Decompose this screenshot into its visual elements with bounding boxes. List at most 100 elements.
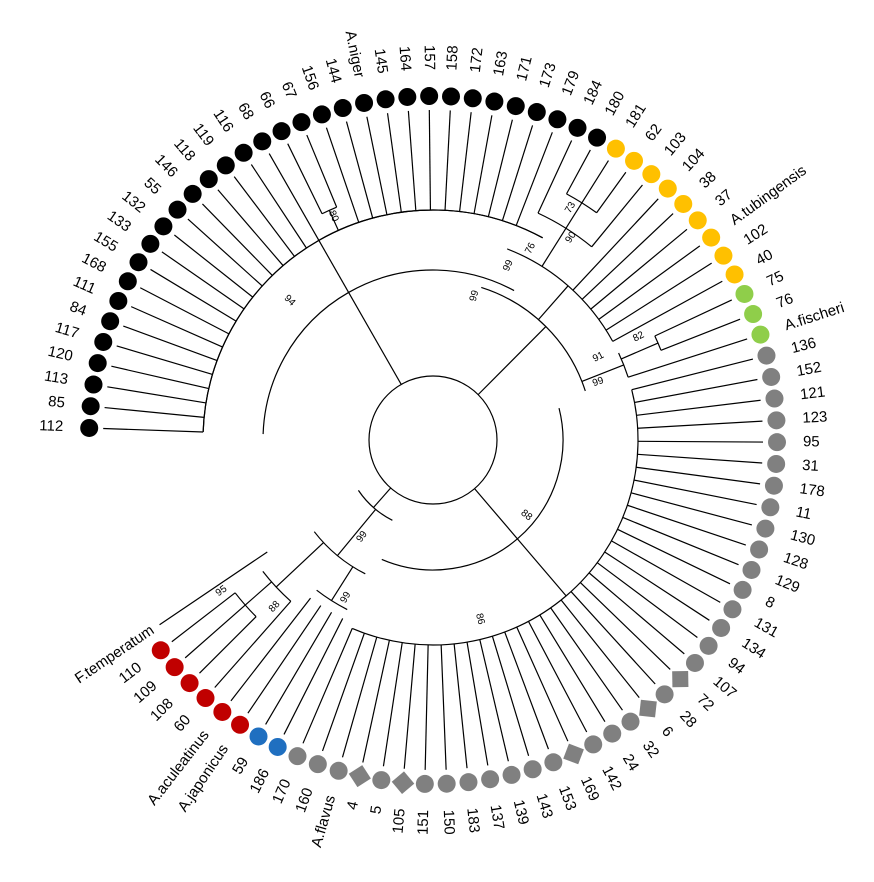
leaf-marker-circle [213, 702, 232, 721]
leaf-marker-circle [88, 354, 107, 373]
leaf-marker-circle [733, 580, 752, 599]
leaf-label-24: 24 [619, 751, 642, 774]
leaf-marker-circle [568, 118, 587, 137]
leaf-marker-circle [761, 498, 780, 517]
leaf-marker-circle [685, 653, 704, 672]
leaf-marker-circle [183, 184, 202, 203]
leaf-marker-circle [118, 272, 137, 291]
leaf-label-131: 131 [751, 614, 781, 641]
leaf-branch-145 [386, 113, 402, 213]
bootstrap-value: 86 [473, 612, 487, 626]
leaf-marker-diamond [639, 699, 657, 718]
leaf-label-118: 118 [170, 135, 198, 164]
leaf-branch-137 [466, 642, 489, 766]
leaf-marker-circle [767, 411, 786, 430]
leaf-marker-circle [584, 735, 603, 754]
leaf-marker-circle [199, 170, 218, 189]
leaf-label-94: 94 [725, 654, 749, 678]
leaf-branch-171 [487, 119, 513, 217]
leaf-label-103: 103 [661, 129, 690, 159]
leaf-label-120: 120 [46, 343, 74, 365]
leaf-marker-circle [723, 600, 742, 619]
leaf-branch-113 [107, 386, 207, 404]
leaf-branch-163 [473, 115, 493, 214]
leaf-marker-circle [481, 770, 500, 789]
leaf-marker-circle [80, 418, 99, 437]
leaf-branch-143 [491, 636, 530, 757]
leaf-branch-62 [596, 171, 627, 214]
leaf-label-121: 121 [799, 383, 826, 403]
leaf-label-116: 116 [210, 106, 237, 135]
leaf-branch-160 [321, 632, 365, 752]
leaf-label-152: 152 [795, 359, 823, 380]
leaf-branch-24 [539, 614, 606, 722]
leaf-branch-136 [631, 358, 754, 391]
leaf-branch-66 [287, 143, 323, 214]
leaf-label-133: 133 [104, 207, 134, 235]
leaf-label-4: 4 [344, 800, 362, 812]
bootstrap-value: 88 [519, 508, 535, 524]
leaf-marker-circle [398, 87, 417, 106]
leaf-marker-circle [606, 139, 625, 158]
leaf-marker-circle [129, 253, 148, 272]
leaf-marker-circle [523, 760, 542, 779]
leaf-branch-129 [622, 516, 739, 566]
gray-clade-arc [381, 407, 564, 571]
bootstrap-value: 73 [563, 200, 578, 216]
leaf-marker-circle [742, 560, 761, 579]
leaf-marker-circle [180, 674, 199, 693]
leaf-label-107: 107 [710, 673, 740, 702]
leaf-label-55: 55 [140, 174, 164, 198]
leaf-marker-circle [459, 773, 478, 792]
bootstrap-value: 76 [523, 241, 538, 256]
leaf-branch-134 [604, 551, 710, 621]
bootstrap-value: 99 [468, 289, 482, 303]
leaf-label-186: 186 [247, 766, 273, 796]
red-clade-stem [275, 542, 324, 588]
tree-branches [103, 110, 763, 770]
niger-pair-stem [328, 210, 339, 231]
fischeri-pair-stem [621, 342, 659, 360]
leaf-label-110: 110 [116, 659, 145, 687]
leaf-branch-121 [636, 399, 761, 416]
leaf-marker-circle [234, 143, 253, 162]
leaf-marker-circle [94, 332, 113, 351]
leaf-label-84: 84 [67, 298, 89, 320]
leaf-branch-180 [565, 149, 591, 195]
leaf-label-37: 37 [712, 186, 736, 210]
leaf-marker-circle [767, 433, 786, 452]
leaf-marker-circle [308, 755, 327, 774]
leaf-branch-108 [199, 616, 257, 674]
leaf-label-145: 145 [371, 47, 391, 74]
leaf-branch-170 [302, 628, 353, 744]
leaf-label-170: 170 [269, 777, 294, 807]
leaf-label-180: 180 [601, 88, 628, 118]
leaf-branch-150 [440, 644, 447, 770]
leaf-label-a-niger: A.niger [342, 29, 368, 79]
leaf-branch-146 [202, 203, 273, 276]
leaf-marker-diamond [348, 765, 371, 788]
leaf-label-104: 104 [679, 145, 709, 175]
leaf-branch-151 [424, 644, 429, 770]
leaf-label-169: 169 [577, 774, 603, 804]
leaf-marker-circle [548, 110, 567, 129]
leaf-branch-4 [362, 640, 390, 763]
leaf-label-95: 95 [803, 433, 820, 450]
leaf-branch-172 [458, 112, 472, 212]
leaf-branch-102 [605, 262, 712, 331]
leaf-branch-a-tubingensis [598, 245, 701, 320]
leaf-marker-circle [292, 113, 311, 132]
leaf-label-72: 72 [693, 691, 717, 715]
leaf-label-181: 181 [622, 101, 650, 131]
leaf-label-129: 129 [773, 571, 803, 596]
leaf-branch-a-japonicus [247, 605, 322, 714]
leaf-branch-28 [570, 591, 656, 685]
leaf-branch-103 [591, 184, 643, 248]
niger-sub-arc [202, 209, 543, 432]
leaf-label-6: 6 [658, 723, 676, 740]
leaf-branch-68 [268, 153, 320, 241]
leaf-branch-72 [579, 582, 671, 670]
lower-right-clade-stem [477, 326, 547, 396]
red-sub-stem [244, 581, 272, 606]
leaf-labels: 1128511312011784111168155133132551461181… [39, 29, 846, 849]
